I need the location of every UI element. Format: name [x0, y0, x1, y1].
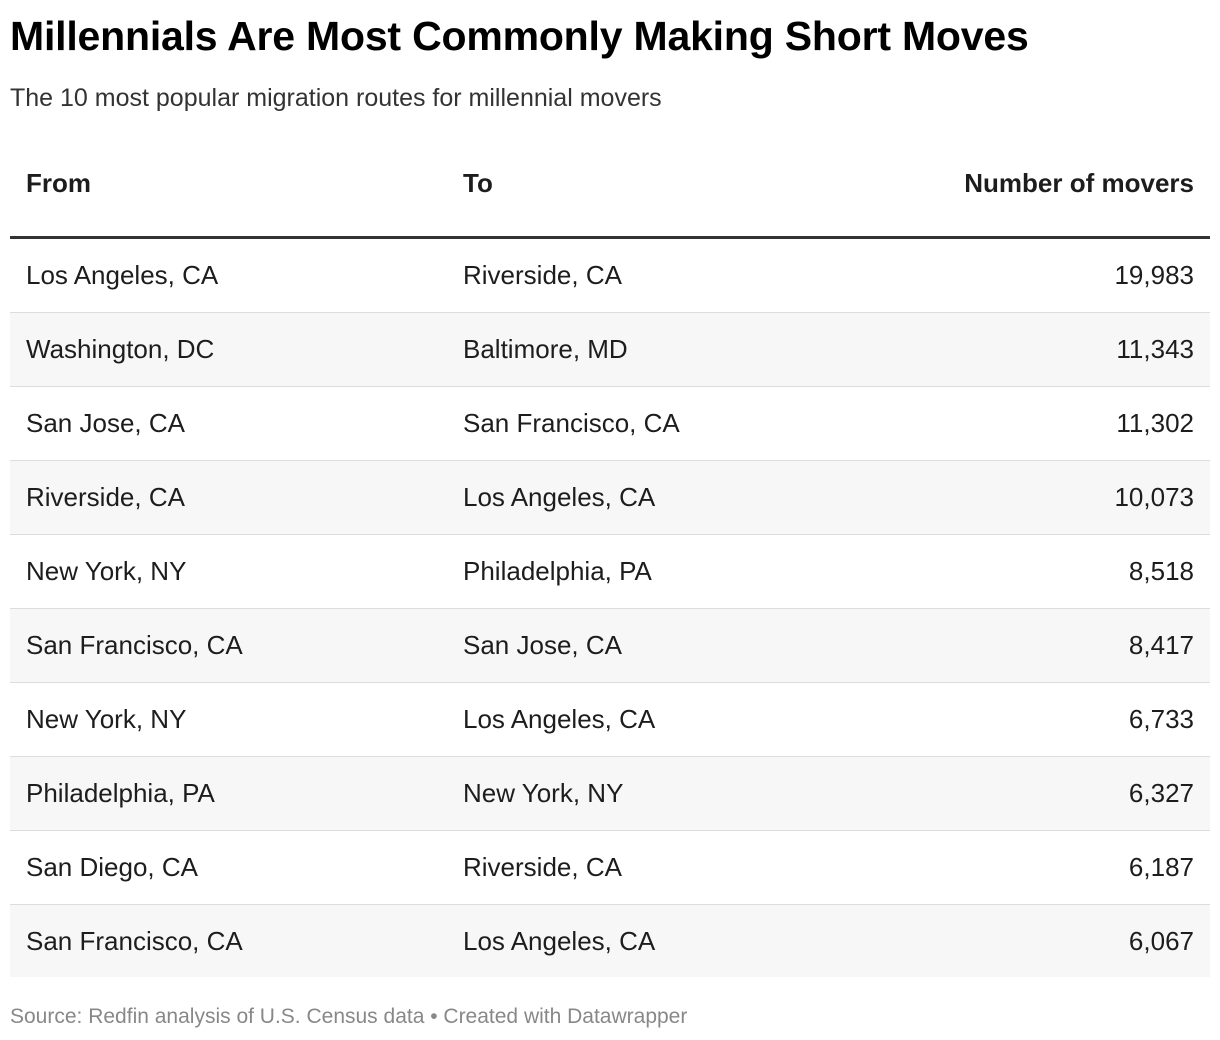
chart-container: Millennials Are Most Commonly Making Sho… — [10, 0, 1210, 977]
table-row: San Jose, CA San Francisco, CA 11,302 — [10, 386, 1210, 461]
cell-from: Los Angeles, CA — [10, 237, 447, 313]
table-header: From To Number of movers — [10, 168, 1210, 239]
cell-to: Riverside, CA — [447, 237, 884, 313]
cell-from: Riverside, CA — [10, 460, 447, 535]
table-row: Philadelphia, PA New York, NY 6,327 — [10, 756, 1210, 831]
cell-movers: 10,073 — [884, 460, 1210, 535]
cell-to: Philadelphia, PA — [447, 534, 884, 609]
cell-from: San Francisco, CA — [10, 608, 447, 683]
cell-to: Los Angeles, CA — [447, 460, 884, 535]
cell-from: Philadelphia, PA — [10, 756, 447, 831]
cell-movers: 6,187 — [884, 830, 1210, 905]
cell-to: San Jose, CA — [447, 608, 884, 683]
cell-to: Baltimore, MD — [447, 312, 884, 387]
cell-movers: 8,518 — [884, 534, 1210, 609]
source-note: Source: Redfin analysis of U.S. Census d… — [10, 1005, 688, 1028]
cell-to: San Francisco, CA — [447, 386, 884, 461]
cell-to: Riverside, CA — [447, 830, 884, 905]
column-header-to[interactable]: To — [447, 168, 884, 239]
data-table: From To Number of movers Los Angeles, CA… — [10, 168, 1210, 977]
cell-from: San Jose, CA — [10, 386, 447, 461]
cell-movers: 11,343 — [884, 312, 1210, 387]
cell-to: New York, NY — [447, 756, 884, 831]
table-row: New York, NY Philadelphia, PA 8,518 — [10, 534, 1210, 609]
cell-from: New York, NY — [10, 682, 447, 757]
cell-from: San Francisco, CA — [10, 904, 447, 977]
cell-movers: 11,302 — [884, 386, 1210, 461]
table-row: Riverside, CA Los Angeles, CA 10,073 — [10, 460, 1210, 535]
cell-movers: 19,983 — [884, 237, 1210, 313]
cell-to: Los Angeles, CA — [447, 904, 884, 977]
header-row: From To Number of movers — [10, 168, 1210, 239]
cell-movers: 6,733 — [884, 682, 1210, 757]
table-row: New York, NY Los Angeles, CA 6,733 — [10, 682, 1210, 757]
table-row: Washington, DC Baltimore, MD 11,343 — [10, 312, 1210, 387]
cell-from: New York, NY — [10, 534, 447, 609]
chart-title: Millennials Are Most Commonly Making Sho… — [10, 13, 1029, 59]
cell-movers: 6,327 — [884, 756, 1210, 831]
table-body: Los Angeles, CA Riverside, CA 19,983 Was… — [10, 237, 1210, 977]
table-row: San Francisco, CA Los Angeles, CA 6,067 — [10, 904, 1210, 977]
cell-movers: 8,417 — [884, 608, 1210, 683]
table-row: Los Angeles, CA Riverside, CA 19,983 — [10, 237, 1210, 313]
cell-movers: 6,067 — [884, 904, 1210, 977]
cell-from: Washington, DC — [10, 312, 447, 387]
cell-to: Los Angeles, CA — [447, 682, 884, 757]
table-row: San Francisco, CA San Jose, CA 8,417 — [10, 608, 1210, 683]
chart-subtitle: The 10 most popular migration routes for… — [10, 84, 662, 112]
table-row: San Diego, CA Riverside, CA 6,187 — [10, 830, 1210, 905]
column-header-movers[interactable]: Number of movers — [884, 168, 1210, 239]
cell-from: San Diego, CA — [10, 830, 447, 905]
column-header-from[interactable]: From — [10, 168, 447, 239]
